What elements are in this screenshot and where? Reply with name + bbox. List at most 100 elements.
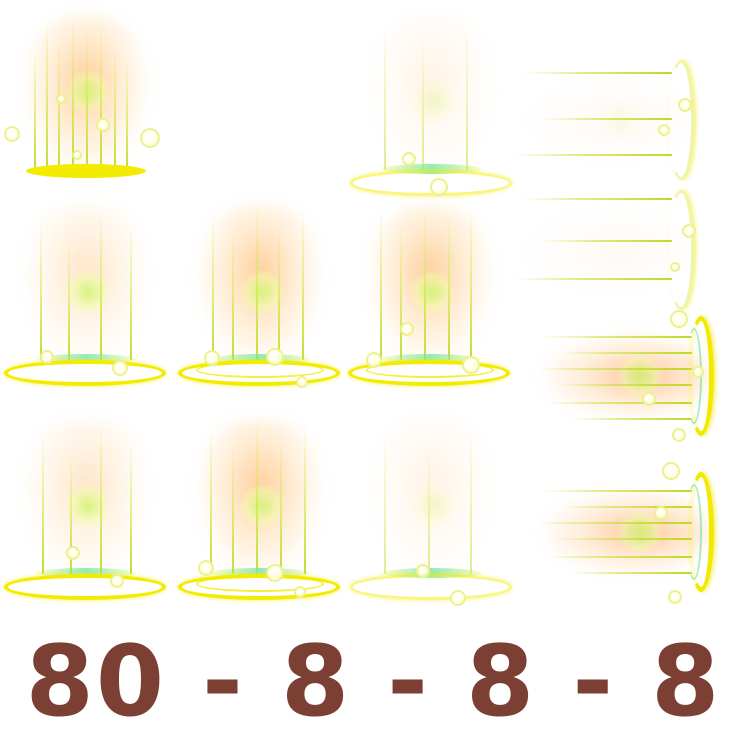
pillar-ray bbox=[256, 419, 258, 574]
bubble bbox=[672, 428, 686, 442]
pillar-base bbox=[36, 568, 136, 578]
pillar-frame-3 bbox=[0, 200, 172, 400]
pillar-ray bbox=[86, 30, 88, 170]
pillar-base bbox=[382, 568, 482, 578]
pillar-ray bbox=[256, 205, 258, 360]
pillar-frame-1 bbox=[0, 10, 172, 210]
pillar-frame-8 bbox=[346, 414, 518, 614]
pillar-base bbox=[36, 354, 136, 364]
pillar-ray bbox=[422, 35, 424, 170]
beam-ray bbox=[572, 572, 692, 574]
beam-frame-4 bbox=[522, 462, 722, 604]
pillar-frame-2 bbox=[346, 10, 518, 210]
pillar-ray bbox=[46, 20, 48, 170]
bubble bbox=[4, 126, 20, 142]
bubble bbox=[670, 310, 688, 328]
pillar-core bbox=[240, 270, 284, 314]
beam-ray bbox=[546, 556, 692, 558]
bubble bbox=[670, 262, 680, 272]
caption-text: 80 - 8 - 8 - 8 bbox=[25, 625, 722, 739]
beam-core bbox=[598, 100, 642, 140]
pillar-base bbox=[26, 164, 146, 178]
beam-ray bbox=[522, 72, 672, 74]
bubble bbox=[296, 376, 308, 388]
beam-ray bbox=[546, 402, 692, 404]
pillar-ray bbox=[428, 444, 430, 574]
pillar-ray bbox=[70, 454, 72, 574]
bubble bbox=[96, 118, 110, 132]
beam-frame-1 bbox=[502, 50, 702, 190]
pillar-ray bbox=[448, 215, 450, 360]
beam-frame-2 bbox=[502, 180, 702, 320]
beam-ray bbox=[556, 538, 692, 540]
pillar-ray bbox=[58, 40, 60, 170]
beam-ray bbox=[536, 522, 692, 524]
beam-ray bbox=[562, 506, 692, 508]
pillar-glow bbox=[368, 16, 496, 176]
pillar-ray bbox=[100, 424, 102, 574]
pillar-ray bbox=[34, 50, 36, 170]
beam-arc-inner bbox=[686, 484, 702, 580]
pillar-core bbox=[66, 484, 110, 528]
beam-ray bbox=[542, 240, 672, 242]
beam-ray bbox=[512, 278, 672, 280]
beam-ray bbox=[542, 336, 692, 338]
pillar-core bbox=[412, 484, 456, 528]
pillar-ring bbox=[4, 574, 166, 600]
pillar-ray bbox=[72, 15, 74, 170]
bubble bbox=[416, 564, 430, 578]
pillar-ray bbox=[210, 429, 212, 574]
pillar-base bbox=[210, 568, 310, 578]
bubble bbox=[678, 98, 692, 112]
pillar-glow bbox=[368, 420, 496, 580]
pillar-ray bbox=[470, 210, 472, 360]
bubble bbox=[198, 560, 214, 576]
pillar-frame-4 bbox=[174, 200, 346, 400]
pillar-ring bbox=[350, 574, 512, 600]
bubble bbox=[400, 322, 414, 336]
beam-core bbox=[618, 512, 662, 552]
pillar-ray bbox=[424, 205, 426, 360]
bubble bbox=[658, 124, 670, 136]
pillar-ray bbox=[304, 424, 306, 574]
bubble bbox=[450, 590, 466, 606]
bubble bbox=[430, 178, 448, 196]
pillar-ray bbox=[384, 20, 386, 170]
beam-ray bbox=[542, 490, 692, 492]
bubble bbox=[112, 360, 128, 376]
beam-frame-3 bbox=[522, 306, 722, 446]
bubble bbox=[56, 94, 66, 104]
pillar-core bbox=[410, 270, 454, 314]
pillar-ray bbox=[470, 424, 472, 574]
pillar-ray bbox=[212, 215, 214, 360]
pillar-base bbox=[382, 164, 482, 174]
bubble bbox=[204, 350, 220, 366]
pillar-ray bbox=[380, 210, 382, 360]
pillar-ring-inner bbox=[366, 362, 494, 378]
beam-core bbox=[618, 356, 662, 396]
bubble bbox=[366, 352, 382, 368]
pillar-base bbox=[380, 354, 480, 364]
bubble bbox=[402, 152, 416, 166]
bubble bbox=[294, 586, 306, 598]
pillar-ray bbox=[278, 220, 280, 360]
sprite-sheet bbox=[0, 10, 722, 614]
pillar-ring bbox=[350, 170, 512, 196]
beam-glow bbox=[518, 74, 688, 166]
beam-ray bbox=[512, 154, 672, 156]
pillar-frame-5 bbox=[344, 200, 516, 400]
bubble bbox=[110, 574, 124, 588]
pillar-ray bbox=[384, 429, 386, 574]
beam-arc bbox=[668, 190, 694, 310]
bubble bbox=[662, 462, 680, 480]
pillar-core bbox=[66, 270, 110, 314]
beam-glow bbox=[518, 204, 688, 296]
bubble bbox=[668, 590, 682, 604]
pillar-ring bbox=[4, 360, 166, 386]
pillar-ray bbox=[302, 210, 304, 360]
pillar-ray bbox=[100, 210, 102, 360]
pillar-ray bbox=[40, 220, 42, 360]
beam-ray bbox=[522, 198, 672, 200]
bubble bbox=[654, 506, 668, 520]
beam-ray bbox=[572, 418, 692, 420]
